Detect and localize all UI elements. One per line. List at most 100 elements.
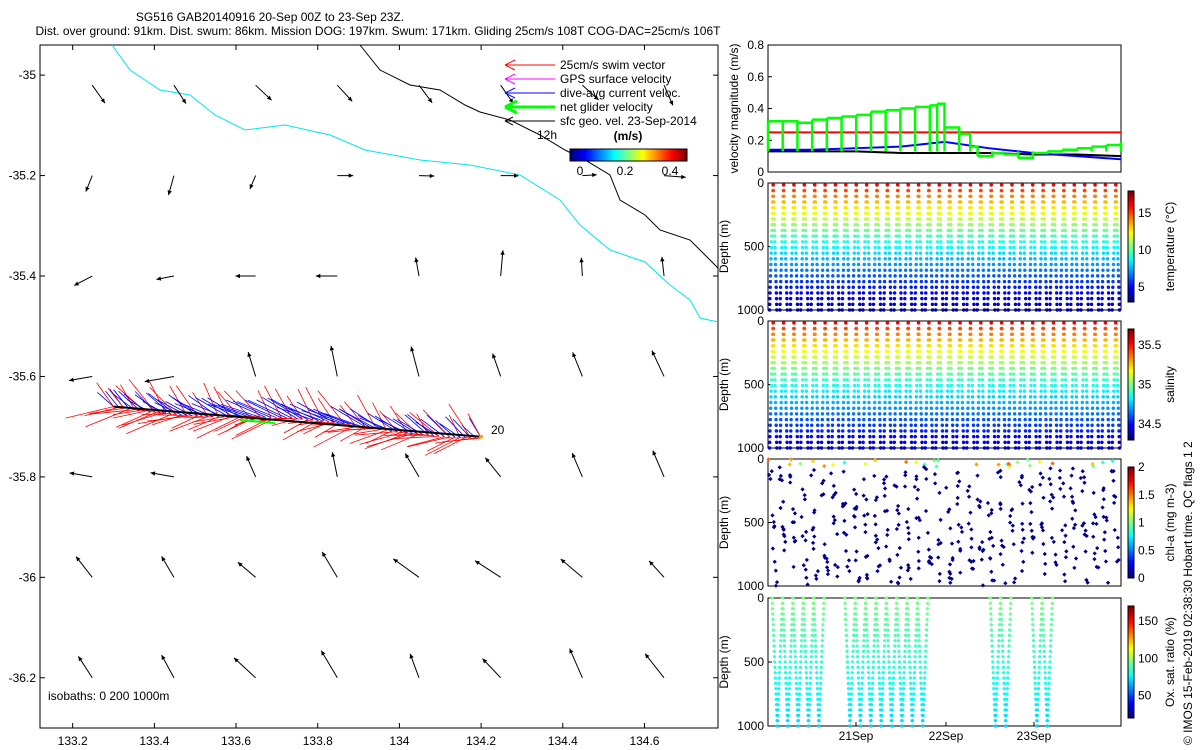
chl-sample [1021,559,1026,564]
temperature-sample [865,211,870,216]
salinity-sample [905,361,909,365]
chl-sample [780,524,785,529]
salinity-sample [1084,366,1088,371]
salinity-sample [975,434,980,439]
salinity-sample [945,389,950,393]
salinity-sample [878,440,883,445]
temperature-sample [878,285,882,289]
temperature-sample [1002,274,1006,278]
temperature-sample [814,217,818,221]
chl-sample [853,558,858,563]
temperature-sample [965,308,969,312]
temperature-sample [868,308,872,312]
temperature-sample [1006,296,1011,301]
temperature-sample [1083,217,1088,221]
colorbar-swatch [677,149,680,161]
salinity-sample [988,361,992,365]
swim-vector [217,391,240,418]
salinity-sample [1096,417,1100,422]
temperature-sample [806,308,810,312]
temperature-sample [1001,245,1006,250]
oxygen-sample [781,601,785,605]
temperature-colorbar-swatch [1128,248,1134,252]
temperature-sample [1033,251,1037,255]
temperature-sample [954,302,959,307]
chl-sample [903,473,908,478]
oxygen-sample [996,649,1001,653]
salinity-sample [866,383,871,388]
temperature-sample [780,240,784,244]
temperature-sample [992,285,996,289]
temperature-sample [790,257,794,261]
temperature-sample [889,296,893,301]
chl-sample [831,483,836,488]
temperature-sample [836,285,841,289]
salinity-colorbar-swatch [1128,337,1134,341]
salinity-sample [949,372,953,376]
chl-sample [1051,539,1056,544]
temperature-sample [774,291,779,295]
temperature-sample [925,234,930,238]
chl-colorbar-swatch [1128,531,1134,535]
temperature-sample [980,245,985,250]
salinity-sample [1064,395,1068,399]
salinity-sample [928,366,932,371]
salinity-sample [1096,412,1100,416]
temperature-sample [1065,285,1069,289]
temperature-sample [907,223,912,227]
oxygen-sample [772,639,776,643]
salinity-sample [1008,378,1013,382]
temperature-sample [789,291,793,295]
oxygen-sample [779,639,783,643]
salinity-sample [930,440,935,445]
dac-vector [208,403,245,418]
oxygen-sample [867,687,871,691]
oxygen-sample [888,676,892,680]
temperature-sample [1054,262,1058,267]
salinity-sample [855,338,859,342]
oxygen-sample [814,644,818,648]
chl-sample [1021,536,1027,541]
temperature-sample [874,223,878,227]
temperature-sample [894,251,898,255]
temperature-sample [1081,234,1085,238]
oxygen-sample [804,660,808,664]
temperature-sample [1052,188,1056,193]
salinity-sample [857,406,861,410]
swim-vector [317,390,345,425]
salinity-sample [1049,406,1053,410]
oxygen-sample [773,665,777,669]
oxygen-sample [898,681,902,685]
salinity-sample [809,429,814,433]
salinity-colorbar-swatch [1128,329,1134,332]
salinity-sample [1021,361,1026,365]
oxygen-sample [846,671,850,675]
temperature-sample [997,262,1001,267]
salinity-sample [784,423,789,427]
temperature-sample [1029,234,1033,238]
chl-sample [1080,469,1085,474]
salinity-sample [946,361,951,365]
geo-arrow-head [500,250,505,255]
chl-sample [766,457,771,462]
salinity-sample [824,372,829,376]
salinity-sample [774,440,779,445]
salinity-sample [997,417,1001,422]
temperature-sample [833,183,838,187]
salinity-sample [1012,400,1017,405]
salinity-sample [960,389,964,393]
salinity-sample [1074,383,1078,388]
oxygen-sample [817,724,821,728]
temperature-sample [799,308,803,312]
salinity-sample [957,366,961,371]
temperature-sample [1100,296,1104,301]
temperature-sample [816,302,820,307]
chl-sample [770,546,775,551]
salinity-sample [893,423,897,427]
temperature-sample [799,274,804,278]
salinity-sample [1022,389,1027,393]
salinity-sample [1060,372,1065,376]
chl-sample [1029,510,1034,515]
salinity-sample [799,412,804,416]
geo-arrow [664,174,686,180]
